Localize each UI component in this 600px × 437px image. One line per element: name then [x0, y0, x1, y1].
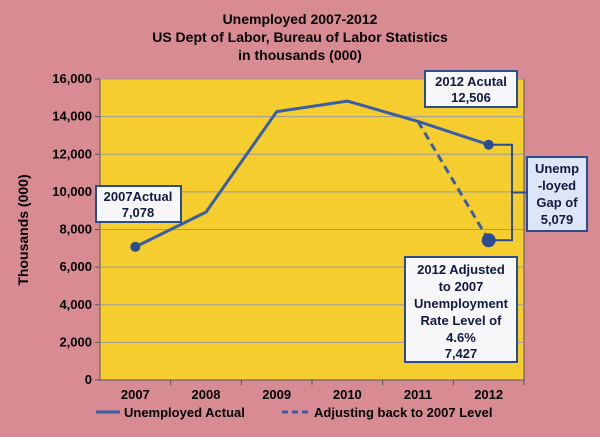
- y-tick-label: 8,000: [59, 222, 92, 237]
- callout-2012-line-1: 2012 Acutal: [435, 74, 507, 89]
- callout-adj-line-1: 2012 Adjusted: [417, 262, 505, 277]
- y-tick-label: 14,000: [52, 109, 92, 124]
- y-tick-label: 16,000: [52, 71, 92, 86]
- callout-gap-line-4: 5,079: [541, 212, 574, 227]
- callout-2012-adjusted: 2012 Adjusted to 2007 Unemployment Rate …: [404, 256, 518, 363]
- x-tick-label: 2008: [192, 387, 221, 402]
- series-line-actual: [134, 99, 490, 249]
- legend-label-adjusted: Adjusting back to 2007 Level: [314, 405, 492, 420]
- callout-gap-line-1: Unemp: [535, 161, 579, 176]
- series-line-adjusted: [416, 120, 490, 242]
- x-tick-label: 2007: [121, 387, 150, 402]
- callout-2012-line-2: 12,506: [451, 90, 491, 105]
- callout-gap-line-3: Gap of: [536, 195, 578, 210]
- callout-2007-line-2: 7,078: [122, 205, 155, 220]
- x-tick-labels: 2007 2008 2009 2010 2011 2012: [121, 387, 503, 402]
- y-axis-title: Thousands (000): [15, 174, 31, 285]
- callout-adj-line-2: to 2007: [439, 279, 484, 294]
- chart-title-line-1: Unemployed 2007-2012: [223, 11, 378, 27]
- callout-adj-line-5: 4.6%: [446, 330, 476, 345]
- gap-bracket: [488, 143, 527, 242]
- marker-2007-actual: [130, 241, 141, 252]
- callout-2007-line-1: 2007Actual: [104, 189, 173, 204]
- x-tick-label: 2012: [474, 387, 503, 402]
- callout-unemployed-gap: Unemp -loyed Gap of 5,079: [526, 156, 588, 232]
- callout-2012-actual: 2012 Acutal 12,506: [424, 70, 518, 108]
- x-tick-label: 2009: [262, 387, 291, 402]
- legend: Unemployed Actual Adjusting back to 2007…: [96, 405, 492, 420]
- callout-2007-actual: 2007Actual 7,078: [95, 185, 182, 223]
- y-tick-label: 2,000: [59, 334, 92, 349]
- y-tick-labels: 0 2,000 4,000 6,000 8,000 10,000 12,000 14,000 1…: [52, 71, 92, 387]
- y-tick-label: 10,000: [52, 184, 92, 199]
- callout-gap-line-2: -loyed: [538, 178, 576, 193]
- chart-title-line-3: in thousands (000): [238, 47, 362, 63]
- chart-title-line-2: US Dept of Labor, Bureau of Labor Statis…: [152, 29, 448, 45]
- x-tick-label: 2010: [333, 387, 362, 402]
- callout-adj-line-3: Unemployment: [414, 296, 509, 311]
- y-tick-label: 4,000: [59, 297, 92, 312]
- legend-label-actual: Unemployed Actual: [124, 405, 245, 420]
- y-tick-label: 0: [85, 372, 92, 387]
- y-tick-label: 6,000: [59, 259, 92, 274]
- series-layer: [130, 99, 496, 252]
- callout-adj-line-6: 7,427: [445, 346, 478, 361]
- y-tick-label: 12,000: [52, 146, 92, 161]
- callout-adj-line-4: Rate Level of: [421, 313, 503, 328]
- x-tick-label: 2011: [404, 387, 432, 402]
